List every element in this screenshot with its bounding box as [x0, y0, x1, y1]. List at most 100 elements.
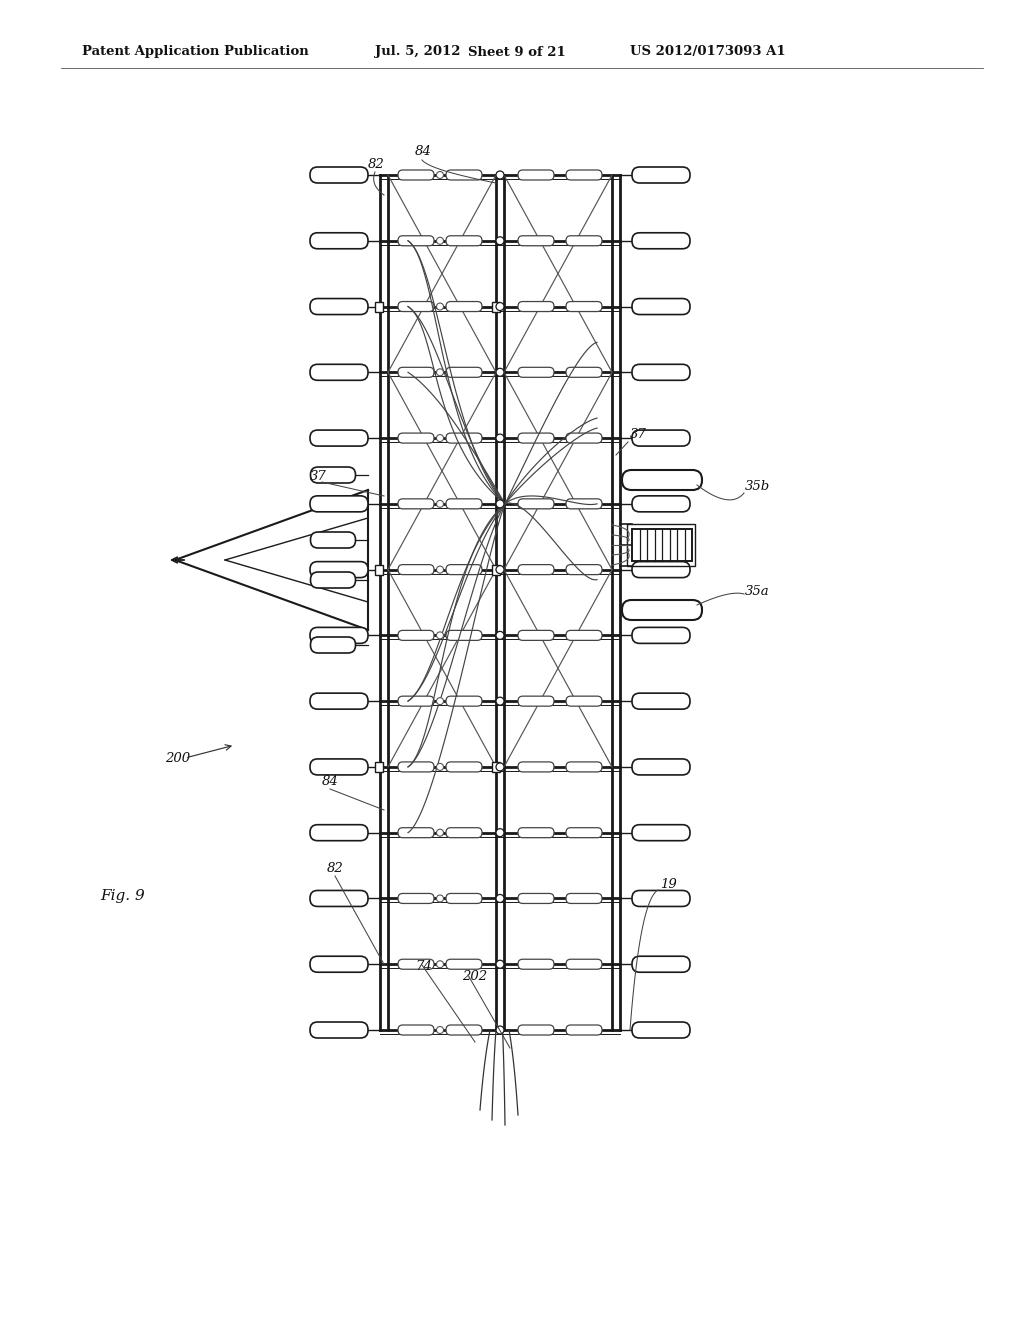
FancyBboxPatch shape: [632, 825, 690, 841]
FancyBboxPatch shape: [518, 499, 554, 508]
FancyBboxPatch shape: [446, 236, 482, 246]
FancyBboxPatch shape: [518, 894, 554, 903]
Bar: [627, 524, 695, 566]
Text: 82: 82: [327, 862, 344, 875]
Text: 74: 74: [415, 960, 432, 973]
FancyBboxPatch shape: [632, 168, 690, 183]
FancyBboxPatch shape: [446, 565, 482, 574]
FancyBboxPatch shape: [632, 232, 690, 248]
FancyBboxPatch shape: [310, 759, 368, 775]
Bar: [632, 529, 692, 561]
FancyBboxPatch shape: [566, 433, 602, 444]
FancyBboxPatch shape: [310, 467, 355, 483]
Circle shape: [496, 236, 504, 244]
Circle shape: [436, 961, 443, 968]
FancyBboxPatch shape: [566, 499, 602, 508]
Text: Fig. 9: Fig. 9: [100, 888, 144, 903]
Bar: [492, 762, 500, 772]
FancyBboxPatch shape: [566, 170, 602, 180]
FancyBboxPatch shape: [310, 232, 368, 248]
Circle shape: [496, 631, 504, 639]
FancyBboxPatch shape: [566, 236, 602, 246]
Text: 19: 19: [660, 878, 677, 891]
Circle shape: [436, 829, 443, 836]
Text: Patent Application Publication: Patent Application Publication: [82, 45, 309, 58]
FancyBboxPatch shape: [632, 627, 690, 643]
Text: Jul. 5, 2012: Jul. 5, 2012: [375, 45, 461, 58]
FancyBboxPatch shape: [518, 631, 554, 640]
FancyBboxPatch shape: [518, 1026, 554, 1035]
Bar: [492, 565, 500, 574]
FancyBboxPatch shape: [632, 430, 690, 446]
FancyBboxPatch shape: [398, 762, 434, 772]
FancyBboxPatch shape: [566, 631, 602, 640]
FancyBboxPatch shape: [398, 960, 434, 969]
FancyBboxPatch shape: [310, 532, 355, 548]
FancyBboxPatch shape: [310, 891, 368, 907]
FancyBboxPatch shape: [310, 956, 368, 973]
Text: 82: 82: [368, 158, 385, 172]
FancyBboxPatch shape: [446, 960, 482, 969]
FancyBboxPatch shape: [632, 561, 690, 578]
FancyBboxPatch shape: [310, 561, 368, 578]
FancyBboxPatch shape: [518, 565, 554, 574]
FancyBboxPatch shape: [632, 1022, 690, 1038]
FancyBboxPatch shape: [622, 470, 702, 490]
FancyBboxPatch shape: [446, 1026, 482, 1035]
FancyBboxPatch shape: [632, 891, 690, 907]
Circle shape: [436, 304, 443, 310]
Circle shape: [436, 368, 443, 376]
Circle shape: [496, 960, 504, 969]
FancyBboxPatch shape: [518, 828, 554, 838]
FancyBboxPatch shape: [446, 696, 482, 706]
Circle shape: [496, 895, 504, 903]
Circle shape: [436, 698, 443, 705]
FancyBboxPatch shape: [566, 696, 602, 706]
FancyBboxPatch shape: [446, 828, 482, 838]
FancyBboxPatch shape: [566, 367, 602, 378]
FancyBboxPatch shape: [398, 236, 434, 246]
FancyBboxPatch shape: [622, 601, 702, 620]
FancyBboxPatch shape: [398, 1026, 434, 1035]
FancyBboxPatch shape: [398, 170, 434, 180]
FancyBboxPatch shape: [632, 759, 690, 775]
FancyBboxPatch shape: [518, 367, 554, 378]
FancyBboxPatch shape: [632, 298, 690, 314]
Text: 37: 37: [630, 428, 647, 441]
Circle shape: [436, 566, 443, 573]
FancyBboxPatch shape: [518, 236, 554, 246]
FancyBboxPatch shape: [566, 762, 602, 772]
FancyBboxPatch shape: [632, 956, 690, 973]
FancyBboxPatch shape: [398, 367, 434, 378]
FancyBboxPatch shape: [632, 496, 690, 512]
Text: 84: 84: [322, 775, 339, 788]
Circle shape: [436, 172, 443, 178]
FancyBboxPatch shape: [566, 1026, 602, 1035]
FancyBboxPatch shape: [398, 499, 434, 508]
FancyBboxPatch shape: [310, 627, 368, 643]
FancyBboxPatch shape: [566, 828, 602, 838]
FancyBboxPatch shape: [566, 960, 602, 969]
FancyBboxPatch shape: [446, 499, 482, 508]
Circle shape: [496, 368, 504, 376]
FancyBboxPatch shape: [310, 364, 368, 380]
Text: 35a: 35a: [745, 585, 770, 598]
Text: 202: 202: [462, 970, 487, 983]
FancyBboxPatch shape: [518, 696, 554, 706]
FancyBboxPatch shape: [398, 631, 434, 640]
Circle shape: [496, 829, 504, 837]
FancyBboxPatch shape: [518, 170, 554, 180]
Text: 200: 200: [165, 752, 190, 766]
Text: 84: 84: [415, 145, 432, 158]
FancyBboxPatch shape: [398, 565, 434, 574]
FancyBboxPatch shape: [398, 301, 434, 312]
Circle shape: [436, 895, 443, 902]
Text: 35b: 35b: [745, 480, 770, 492]
FancyBboxPatch shape: [310, 1022, 368, 1038]
FancyBboxPatch shape: [398, 828, 434, 838]
FancyBboxPatch shape: [310, 572, 355, 587]
FancyBboxPatch shape: [310, 638, 355, 653]
FancyBboxPatch shape: [398, 696, 434, 706]
Circle shape: [496, 763, 504, 771]
FancyBboxPatch shape: [632, 693, 690, 709]
